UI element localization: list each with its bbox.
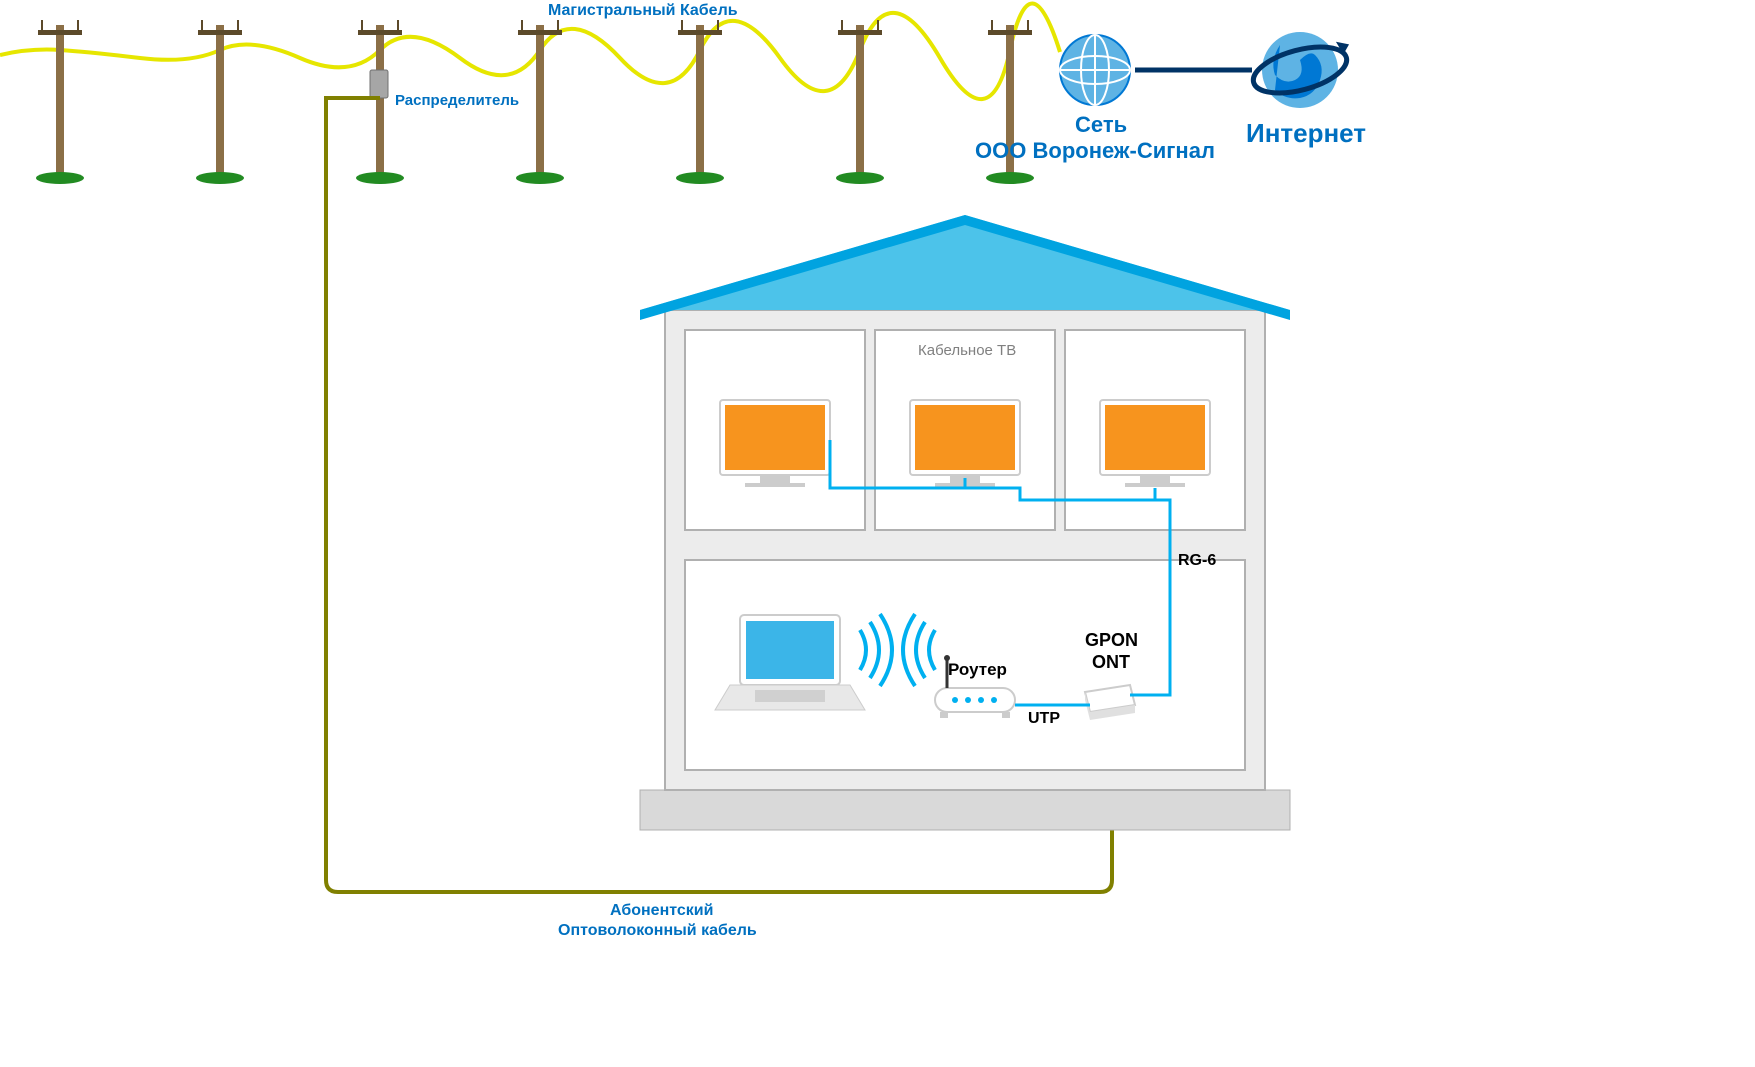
tv-icon <box>1100 400 1210 487</box>
subscriber-label-1: Абонентский <box>610 902 713 920</box>
internet-globe-icon <box>1248 32 1351 108</box>
distributor-box <box>370 70 388 98</box>
subscriber-label-2: Оптоволоконный кабель <box>558 922 757 940</box>
gpon-label: GPON <box>1085 630 1138 651</box>
utp-label: UTP <box>1028 710 1060 728</box>
pole <box>36 20 84 184</box>
poles-group <box>36 20 1034 184</box>
pole <box>676 20 724 184</box>
pole <box>836 20 884 184</box>
cable-tv-label: Кабельное ТВ <box>918 342 1016 359</box>
distributor-label: Распределитель <box>395 92 519 109</box>
trunk-cable-line <box>0 3 1060 99</box>
tv-icon <box>910 400 1020 487</box>
tv-icon <box>720 400 830 487</box>
pole <box>516 20 564 184</box>
diagram-canvas <box>0 0 1755 1067</box>
rg6-label: RG-6 <box>1178 552 1216 570</box>
network-label-2: ООО Воронеж-Сигнал <box>965 138 1225 164</box>
ont-label: ONT <box>1092 652 1130 673</box>
trunk-cable-label: Магистральный Кабель <box>548 2 738 20</box>
network-globe-icon <box>1060 35 1130 105</box>
network-label-1: Сеть <box>1075 112 1115 138</box>
house <box>640 215 1290 830</box>
internet-label: Интернет <box>1246 118 1366 149</box>
router-label: Роутер <box>948 660 1007 680</box>
